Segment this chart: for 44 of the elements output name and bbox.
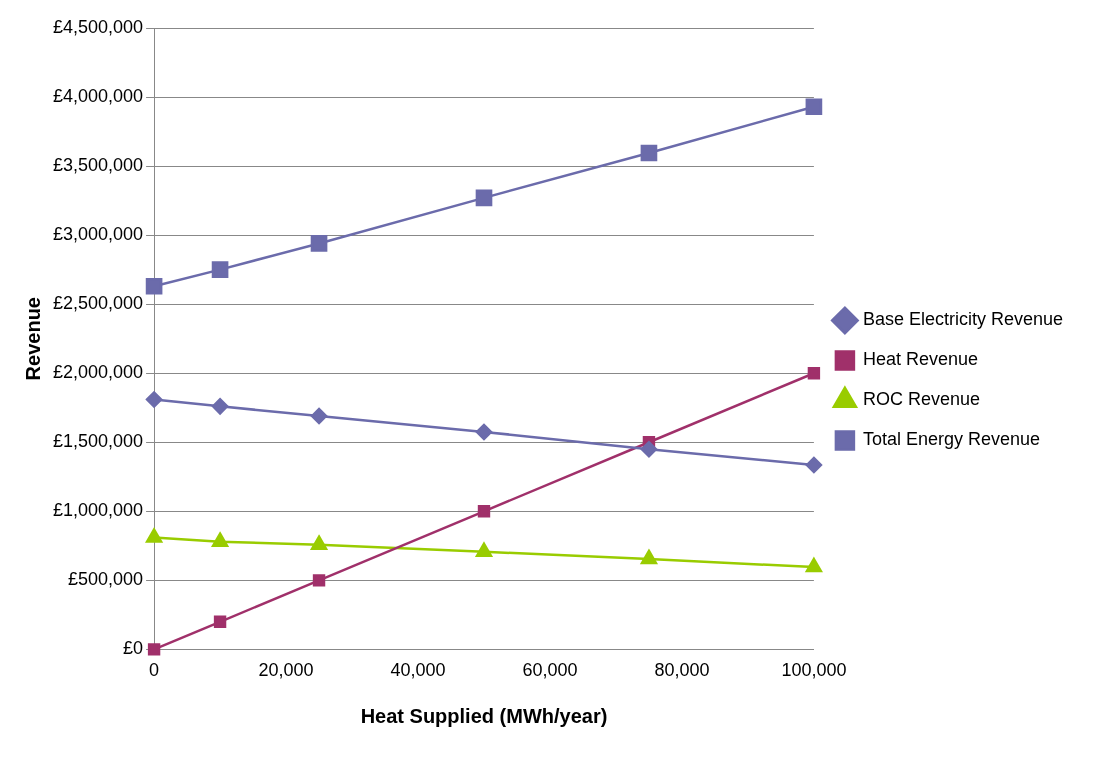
legend-label: Heat Revenue — [862, 349, 978, 370]
legend-label: Base Electricity Revenue — [862, 309, 1063, 330]
y-tick-label: £4,000,000 — [52, 86, 144, 107]
y-axis-title: Revenue — [21, 297, 44, 381]
y-tick-label: £1,000,000 — [52, 500, 144, 521]
y-tick-label: £3,000,000 — [52, 224, 144, 245]
point — [475, 423, 493, 441]
point — [310, 407, 328, 425]
point — [640, 144, 658, 162]
y-tick-label: £2,500,000 — [52, 293, 144, 314]
x-tick-label: 80,000 — [654, 660, 710, 681]
point — [640, 549, 658, 565]
x-axis-title: Heat Supplied (MWh/year) — [360, 704, 608, 727]
point — [477, 505, 491, 518]
x-tick-label: 60,000 — [522, 660, 578, 681]
point — [145, 277, 163, 295]
point — [211, 261, 229, 278]
point — [807, 367, 821, 380]
point — [475, 542, 493, 558]
point — [640, 440, 658, 458]
y-tick-label: £3,500,000 — [52, 155, 144, 176]
point — [310, 535, 328, 550]
legend-label: ROC Revenue — [862, 389, 980, 410]
y-tick-label: £1,500,000 — [52, 431, 144, 452]
y-tick-label: £0 — [123, 638, 144, 659]
legend-label: Total Energy Revenue — [862, 429, 1041, 450]
point — [310, 235, 328, 252]
y-tick-label: £500,000 — [68, 569, 144, 590]
point — [805, 456, 823, 474]
point — [145, 528, 163, 543]
x-tick-label: 100,000 — [781, 660, 847, 681]
point — [475, 189, 493, 207]
point — [213, 615, 227, 628]
x-tick-label: 40,000 — [390, 660, 446, 681]
y-tick-label: £4,500,000 — [52, 16, 144, 37]
point — [312, 574, 326, 587]
point — [211, 532, 229, 547]
point — [211, 398, 229, 415]
point — [805, 98, 823, 116]
x-tick-label: 20,000 — [258, 660, 314, 681]
point — [145, 391, 163, 408]
y-tick-label: £2,000,000 — [52, 362, 144, 383]
x-tick-label: 0 — [149, 660, 160, 681]
point — [805, 557, 823, 573]
